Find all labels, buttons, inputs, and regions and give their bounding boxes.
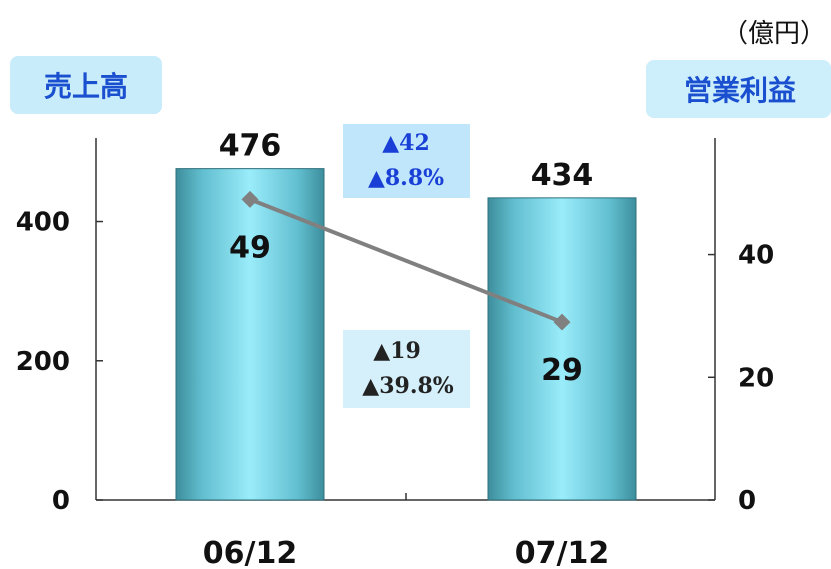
- sales-change-percent: ▲8.8%: [368, 165, 444, 191]
- bar-value-label-06-12: 476: [219, 129, 282, 164]
- right-axis-tick-label: 0: [738, 486, 756, 516]
- profit-change-amount: ▲19: [373, 338, 421, 364]
- unit-label: （億円）: [722, 19, 826, 49]
- bar-06-12: [175, 168, 325, 501]
- profit-point-07-12: [553, 313, 571, 331]
- left-axis-tick-label: 0: [52, 486, 70, 516]
- left-axis-title: 売上高: [44, 70, 128, 103]
- category-label-07-12: 07/12: [515, 536, 609, 569]
- profit-line: [249, 197, 563, 324]
- right-axis-tick-label: 20: [738, 363, 774, 393]
- profit-change-percent: ▲39.8%: [362, 373, 454, 399]
- left-axis-title-badge: [10, 56, 162, 114]
- sales-change-amount: ▲42: [382, 130, 430, 156]
- right-axis-title: 営業利益: [684, 74, 796, 107]
- left-axis-tick-label: 400: [16, 208, 70, 238]
- category-label-06-12: 06/12: [203, 536, 297, 569]
- right-axis-tick-label: 40: [738, 241, 774, 271]
- profit-value-label-06-12: 49: [229, 230, 271, 265]
- bar-07-12: [487, 197, 637, 501]
- sales-change-box: [343, 124, 470, 198]
- right-axis-title-badge: [646, 60, 831, 118]
- left-axis-tick-label: 200: [16, 347, 70, 377]
- profit-value-label-07-12: 29: [541, 353, 583, 388]
- profit-change-box: [343, 330, 470, 408]
- profit-point-06-12: [241, 190, 259, 208]
- bar-value-label-07-12: 434: [531, 158, 594, 193]
